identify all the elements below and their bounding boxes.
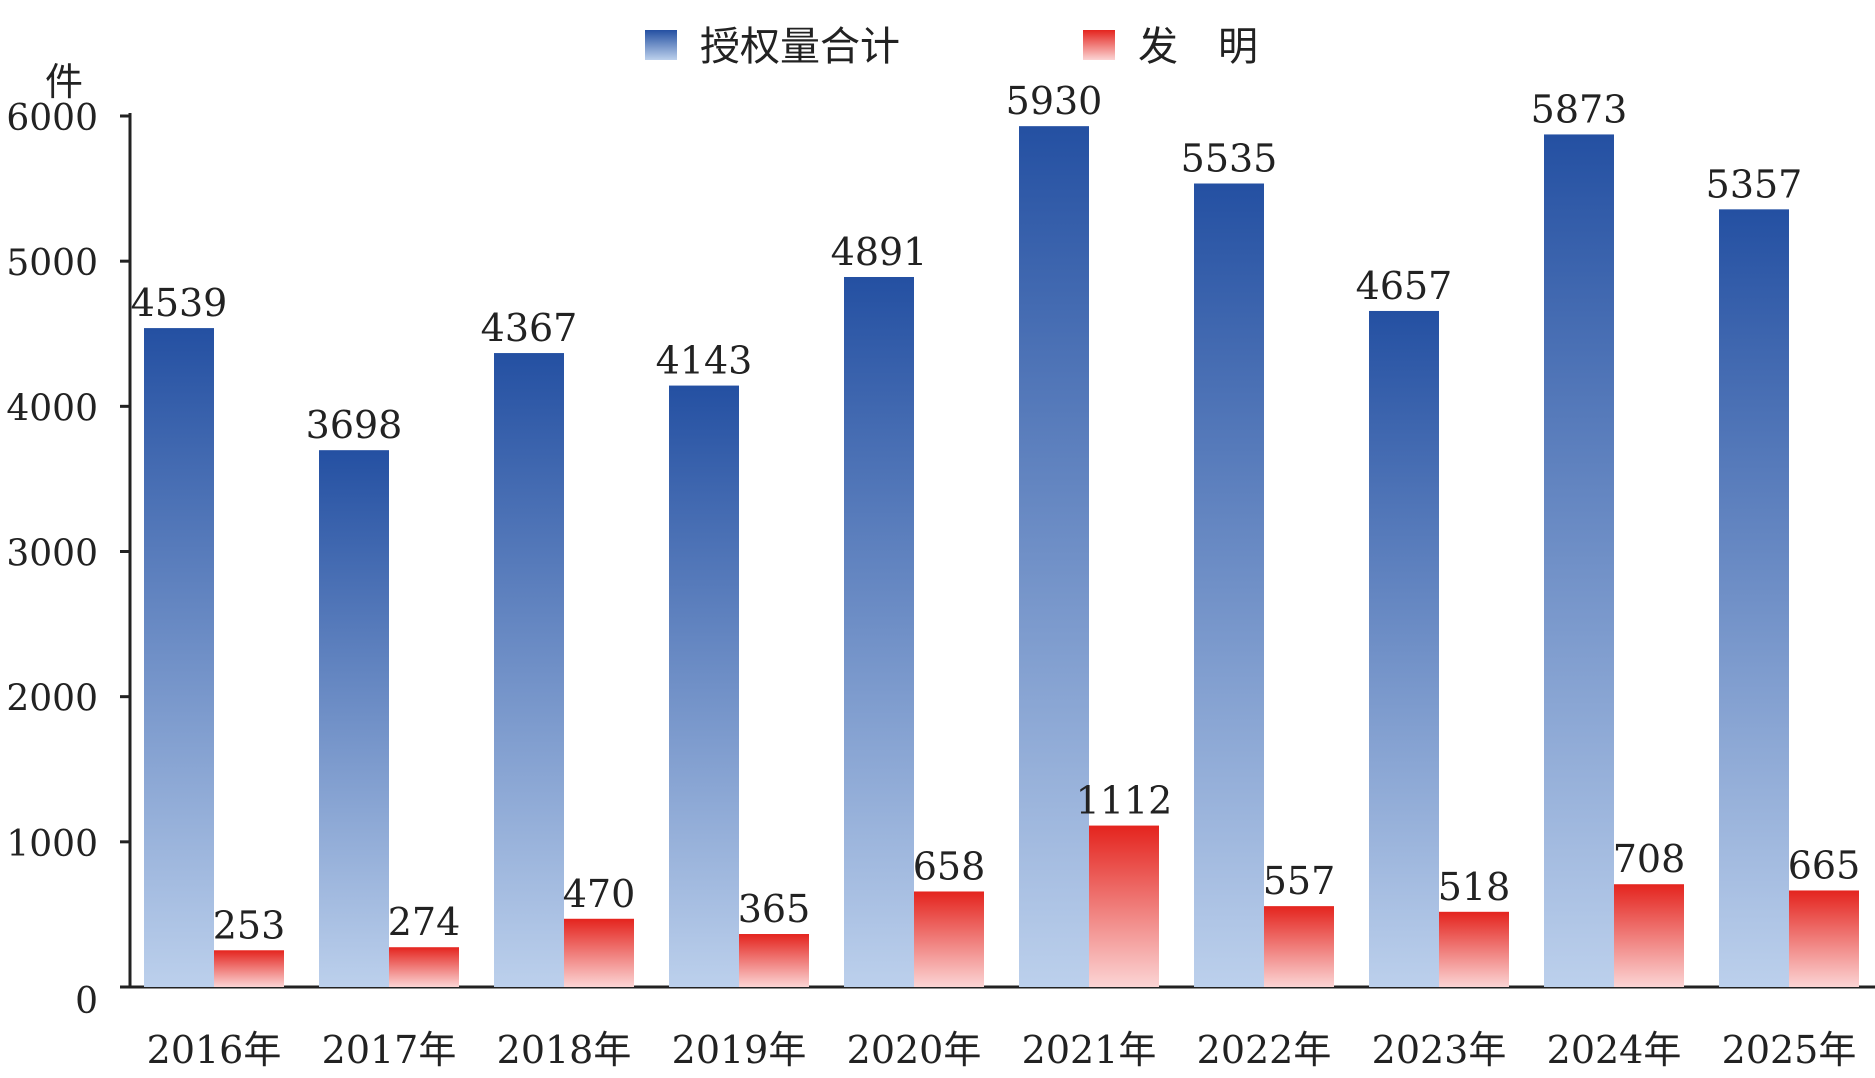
bar-invention-8 <box>1439 911 1509 987</box>
x-category-label: 2022年 <box>1197 1028 1332 1072</box>
bar-total-1 <box>144 328 214 987</box>
y-tick-label: 5000 <box>6 243 98 284</box>
bar-total-9 <box>1544 134 1614 988</box>
bar-invention-10 <box>1789 890 1859 987</box>
legend: 授权量合计 发 明 <box>645 24 1258 70</box>
bar-invention-9 <box>1614 884 1684 987</box>
data-label-invention-8: 518 <box>1438 865 1511 909</box>
data-label-invention-10: 665 <box>1788 843 1861 887</box>
data-label-invention-4: 365 <box>738 887 811 931</box>
bar-total-4 <box>669 385 739 988</box>
x-category-label: 2023年 <box>1372 1028 1507 1072</box>
legend-label-total: 授权量合计 <box>700 24 900 70</box>
data-label-total-7: 5535 <box>1181 137 1278 181</box>
bar-invention-4 <box>739 934 809 987</box>
y-tick-label: 2000 <box>6 679 98 720</box>
data-label-total-2: 3698 <box>306 403 403 447</box>
y-tick-label: 6000 <box>6 98 98 139</box>
y-tick-label: 3000 <box>6 534 98 575</box>
bar-total-6 <box>1019 126 1089 987</box>
bar-invention-6 <box>1089 825 1159 987</box>
bars-group: 4539 253 3698 274 4367 470 4143 365 4891 658 5930 1… <box>131 79 1861 988</box>
bar-invention-1 <box>214 950 284 987</box>
bar-invention-5 <box>914 891 984 987</box>
data-label-total-5: 4891 <box>831 230 928 274</box>
data-label-invention-6: 1112 <box>1076 779 1173 823</box>
bar-invention-2 <box>389 947 459 987</box>
legend-label-invention: 发 明 <box>1138 24 1258 70</box>
data-label-invention-5: 658 <box>913 844 986 888</box>
bar-invention-7 <box>1264 906 1334 987</box>
y-tick-label: 1000 <box>6 824 98 865</box>
x-category-label: 2021年 <box>1022 1028 1157 1072</box>
data-label-total-4: 4143 <box>656 339 753 383</box>
bar-total-10 <box>1719 209 1789 987</box>
data-label-invention-2: 274 <box>388 900 461 944</box>
x-category-label: 2025年 <box>1722 1028 1857 1072</box>
bar-total-3 <box>494 353 564 988</box>
legend-swatch-invention <box>1083 30 1115 60</box>
y-axis-unit: 件 <box>45 60 83 104</box>
data-label-total-3: 4367 <box>481 306 578 350</box>
data-label-invention-7: 557 <box>1263 859 1336 903</box>
category-labels: 2016年 2017年 2018年 2019年 2020年 2021年 2022年 2023年… <box>147 1028 1857 1072</box>
data-label-invention-9: 708 <box>1613 837 1686 881</box>
data-label-total-1: 4539 <box>131 281 228 325</box>
y-tick-label: 0 <box>75 981 98 1022</box>
bar-total-5 <box>844 276 914 987</box>
x-category-label: 2016年 <box>147 1028 282 1072</box>
bar-invention-3 <box>564 918 634 987</box>
bar-total-8 <box>1369 310 1439 987</box>
data-label-invention-1: 253 <box>213 903 286 947</box>
data-label-total-8: 4657 <box>1356 264 1453 308</box>
bar-total-2 <box>319 450 389 987</box>
x-category-label: 2018年 <box>497 1028 632 1072</box>
x-category-label: 2024年 <box>1547 1028 1682 1072</box>
data-label-total-9: 5873 <box>1531 87 1628 131</box>
x-category-label: 2019年 <box>672 1028 807 1072</box>
data-label-invention-3: 470 <box>563 872 636 916</box>
bar-total-7 <box>1194 183 1264 987</box>
data-label-total-10: 5357 <box>1706 162 1803 206</box>
y-axis-ticks: 0 1000 2000 3000 4000 5000 6000 <box>6 98 130 1022</box>
x-category-label: 2020年 <box>847 1028 982 1072</box>
x-category-label: 2017年 <box>322 1028 457 1072</box>
legend-swatch-total <box>645 30 677 60</box>
y-tick-label: 4000 <box>6 388 98 429</box>
data-label-total-6: 5930 <box>1006 79 1103 123</box>
